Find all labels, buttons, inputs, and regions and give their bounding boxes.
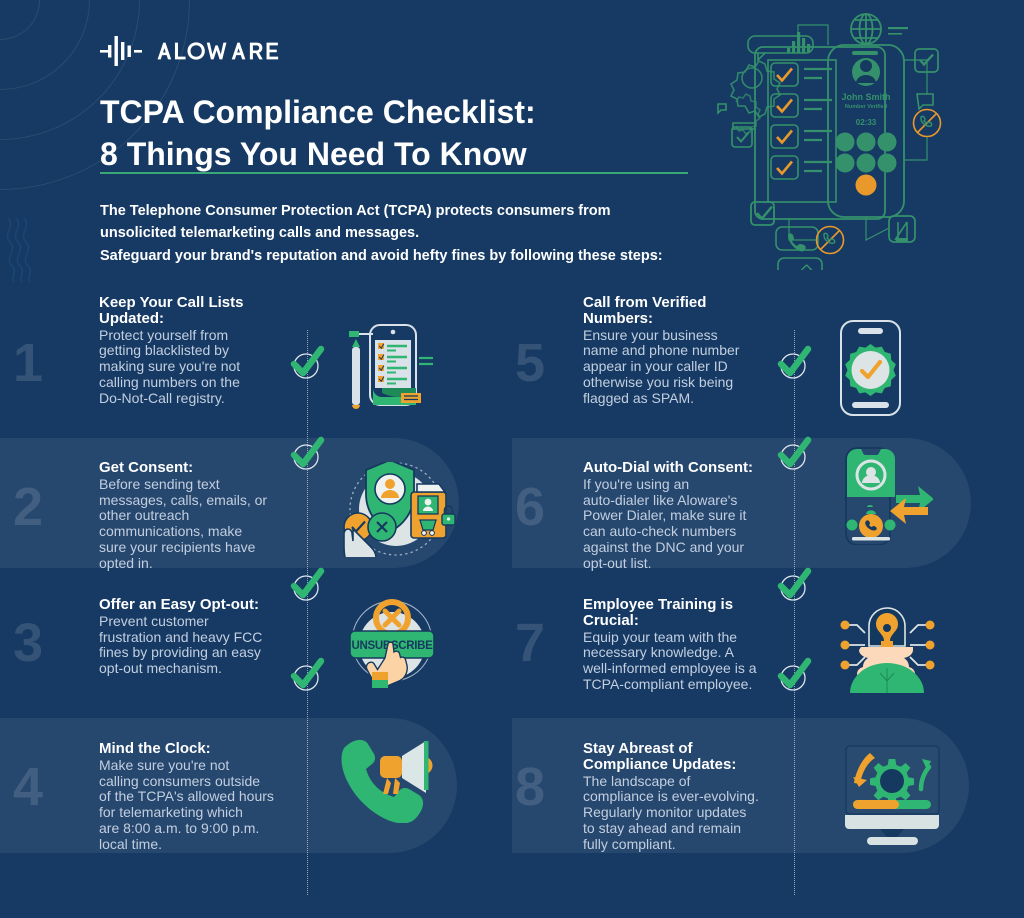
svg-text:John Smith: John Smith: [842, 92, 891, 102]
svg-text:Number Verified: Number Verified: [845, 104, 887, 110]
svg-text:02:33: 02:33: [856, 118, 877, 127]
